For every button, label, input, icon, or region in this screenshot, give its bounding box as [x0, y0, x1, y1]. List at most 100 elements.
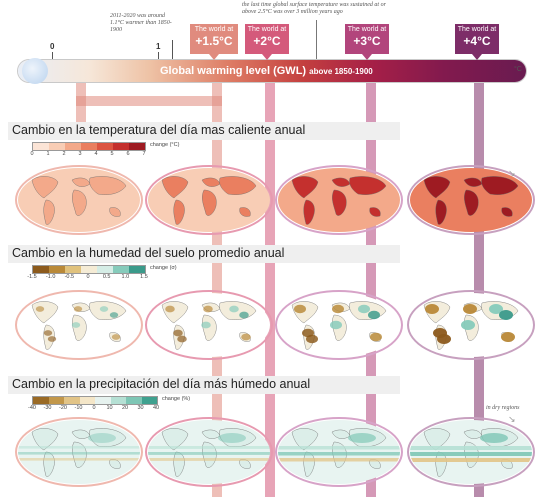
tick-mark-11	[172, 40, 173, 60]
map-ring-0-2	[275, 165, 403, 235]
soil-anomaly	[306, 334, 318, 344]
legend-1: change (σ) -1.5 -1.0 -0.5 0 0.5 1.0 1.5	[27, 265, 177, 282]
section-title-1: Cambio en la humedad del suelo promedio …	[12, 246, 285, 260]
soil-anomaly	[239, 311, 249, 319]
soil-anomaly	[332, 304, 344, 314]
scenario-stripe-1	[265, 82, 275, 497]
precip-anomaly	[218, 433, 246, 443]
precip-band	[18, 458, 140, 461]
map-ring-1-2	[275, 290, 403, 360]
precip-band	[148, 458, 270, 461]
scenario-box-3: The world at +4°C	[455, 24, 499, 54]
soil-anomaly	[111, 334, 121, 340]
soil-anomaly	[71, 322, 81, 328]
legend-unit: change (σ)	[150, 265, 177, 271]
legend-tick-label: -0.5	[64, 274, 75, 280]
legend-tick-label: 1	[46, 151, 50, 157]
soil-anomaly	[425, 304, 439, 314]
world-map-2-2	[278, 420, 400, 484]
soil-anomaly	[294, 304, 306, 314]
gwl-bar	[18, 60, 526, 82]
world-map-2-3	[410, 420, 532, 484]
soil-anomaly	[229, 305, 239, 313]
precip-anomaly	[88, 433, 116, 443]
legend-swatch	[33, 266, 49, 273]
section-title-0: Cambio en la temperatura del día mas cal…	[12, 123, 306, 137]
continent-shape	[303, 199, 315, 225]
legend-tick-label: -10	[74, 405, 83, 411]
soil-anomaly	[43, 330, 53, 336]
precip-band	[278, 446, 400, 450]
side-arrow-1: ↘	[508, 168, 516, 178]
map-ring-0-0	[15, 165, 143, 235]
continent-shape	[369, 207, 381, 217]
scenario-value: +4°C	[463, 34, 491, 48]
precip-band	[18, 446, 140, 449]
legend-tick-label: 4	[94, 151, 98, 157]
soil-anomaly	[501, 332, 515, 342]
legend-swatch	[65, 266, 81, 273]
soil-anomaly	[330, 320, 342, 330]
legend-swatch	[33, 143, 49, 150]
continent-shape	[332, 189, 347, 216]
tick-mark-25	[316, 20, 317, 60]
legend-swatch	[81, 143, 97, 150]
gwl-bar-unit: °C	[514, 66, 522, 73]
world-map-2-0	[18, 420, 140, 484]
world-map-1-0	[18, 293, 140, 357]
precip-band	[410, 452, 532, 456]
continent-shape	[31, 176, 59, 199]
legend-swatch	[79, 397, 95, 404]
map-ring-2-3	[407, 417, 535, 487]
continent-shape	[109, 207, 121, 217]
soil-anomaly	[203, 305, 213, 313]
continent-shape	[349, 176, 387, 195]
legend-swatch	[49, 266, 65, 273]
soil-anomaly	[99, 306, 109, 312]
precip-band	[148, 446, 270, 449]
world-map-1-1	[148, 293, 270, 357]
scenario-label: The world at	[247, 26, 287, 33]
scenario-pointer-1	[262, 54, 272, 60]
legend-ticks: -1.5 -1.0 -0.5 0 0.5 1.0 1.5	[27, 274, 148, 282]
scenario-label: The world at	[347, 26, 387, 33]
scenario-box-2: The world at +3°C	[345, 24, 389, 54]
continent-shape	[43, 199, 55, 225]
legend-tick-label: 3	[78, 151, 82, 157]
continent-shape	[89, 176, 127, 195]
legend-tick-label: 6	[126, 151, 130, 157]
map-ring-1-0	[15, 290, 143, 360]
legend-tick-label: 30	[137, 405, 144, 411]
legend-tick-label: 0	[92, 405, 96, 411]
legend-colorbar	[32, 396, 158, 405]
map-ring-2-0	[15, 417, 143, 487]
continent-shape	[31, 428, 59, 451]
legend-swatch	[49, 143, 65, 150]
legend-tick-label: 0	[86, 274, 90, 280]
legend-tick-label: 20	[121, 405, 129, 411]
map-ring-1-1	[145, 290, 273, 360]
soil-anomaly	[47, 336, 57, 342]
soil-anomaly	[358, 304, 370, 314]
soil-anomaly	[499, 310, 513, 320]
world-map-0-0	[18, 168, 140, 232]
scenario-value: +2°C	[253, 34, 281, 48]
legend-2: change (%) -40 -30 -20 -10 0 10 20 30 40	[28, 396, 190, 413]
section-title-2: Cambio en la precipitación del día más h…	[12, 377, 311, 391]
soil-anomaly	[437, 334, 451, 344]
precip-anomaly	[348, 433, 376, 443]
continent-shape	[161, 176, 189, 199]
legend-swatch	[97, 266, 113, 273]
legend-tick-label: 2	[62, 151, 66, 157]
scenario-label: The world at	[457, 26, 497, 33]
world-map-0-3	[410, 168, 532, 232]
scenario-stripe-elbow-h	[76, 96, 222, 106]
soil-anomaly	[241, 333, 251, 341]
legend-0: change (°C) 0 1 2 3 4 5 6 7	[30, 142, 179, 159]
precip-band	[18, 452, 140, 455]
legend-swatch	[95, 397, 111, 404]
gwl-bar-title: Global warming level (GWL) above 1850-19…	[160, 65, 373, 77]
precip-band	[410, 458, 532, 462]
scenario-stripe-3	[474, 82, 484, 497]
scenario-label: The world at	[194, 26, 234, 33]
